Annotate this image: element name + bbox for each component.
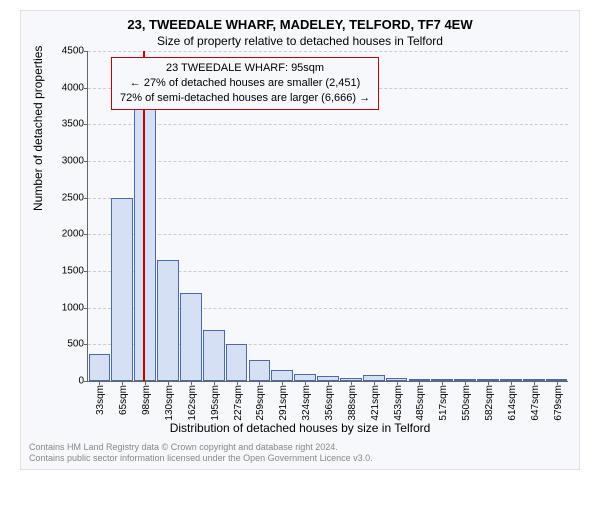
x-tick-label: 33sqm xyxy=(95,385,106,415)
histogram-bar xyxy=(180,293,202,381)
x-tick-label: 227sqm xyxy=(233,385,244,421)
histogram-bar xyxy=(157,260,179,381)
footer: Contains HM Land Registry data © Crown c… xyxy=(29,442,571,465)
histogram-bar xyxy=(294,374,316,381)
histogram-bar xyxy=(111,198,133,381)
legend-line-1: 23 TWEEDALE WHARF: 95sqm xyxy=(120,61,370,76)
x-axis-label: Distribution of detached houses by size … xyxy=(21,421,579,435)
chart-subtitle: Size of property relative to detached ho… xyxy=(21,34,579,52)
y-tick-mark xyxy=(84,124,88,125)
gridline xyxy=(88,124,568,125)
legend-line-3: 72% of semi-detached houses are larger (… xyxy=(120,91,370,106)
y-tick-mark xyxy=(84,161,88,162)
chart-container: 23, TWEEDALE WHARF, MADELEY, TELFORD, TF… xyxy=(20,10,580,470)
x-tick-label: 453sqm xyxy=(393,385,404,421)
x-tick-label: 162sqm xyxy=(187,385,198,421)
histogram-bar xyxy=(89,354,111,381)
chart-title: 23, TWEEDALE WHARF, MADELEY, TELFORD, TF… xyxy=(21,11,579,34)
y-tick-mark xyxy=(84,381,88,382)
y-tick-mark xyxy=(84,271,88,272)
gridline xyxy=(88,161,568,162)
histogram-bar xyxy=(249,360,271,381)
legend-line-2: ← 27% of detached houses are smaller (2,… xyxy=(120,76,370,91)
histogram-bar xyxy=(226,344,248,381)
gridline xyxy=(88,51,568,52)
x-tick-label: 324sqm xyxy=(301,385,312,421)
x-tick-label: 195sqm xyxy=(210,385,221,421)
gridline xyxy=(88,198,568,199)
x-tick-label: 614sqm xyxy=(507,385,518,421)
x-tick-label: 291sqm xyxy=(278,385,289,421)
x-tick-label: 421sqm xyxy=(370,385,381,421)
x-tick-label: 485sqm xyxy=(415,385,426,421)
y-tick-mark xyxy=(84,234,88,235)
x-tick-label: 647sqm xyxy=(530,385,541,421)
histogram-bar xyxy=(203,330,225,381)
y-tick-mark xyxy=(84,51,88,52)
x-tick-label: 356sqm xyxy=(324,385,335,421)
x-tick-label: 259sqm xyxy=(255,385,266,421)
x-tick-label: 98sqm xyxy=(141,385,152,415)
x-tick-label: 679sqm xyxy=(553,385,564,421)
y-tick-mark xyxy=(84,88,88,89)
y-tick-mark xyxy=(84,344,88,345)
gridline xyxy=(88,234,568,235)
y-axis-label: Number of detached properties xyxy=(31,46,45,211)
x-tick-label: 582sqm xyxy=(484,385,495,421)
x-tick-label: 130sqm xyxy=(164,385,175,421)
x-tick-label: 388sqm xyxy=(347,385,358,421)
footer-line-1: Contains HM Land Registry data © Crown c… xyxy=(29,442,571,454)
x-tick-label: 65sqm xyxy=(118,385,129,415)
histogram-bar xyxy=(271,370,293,381)
y-tick-mark xyxy=(84,198,88,199)
footer-line-2: Contains public sector information licen… xyxy=(29,453,571,465)
y-tick-mark xyxy=(84,308,88,309)
x-tick-label: 517sqm xyxy=(438,385,449,421)
legend-box: 23 TWEEDALE WHARF: 95sqm ← 27% of detach… xyxy=(111,57,379,110)
x-tick-label: 550sqm xyxy=(461,385,472,421)
